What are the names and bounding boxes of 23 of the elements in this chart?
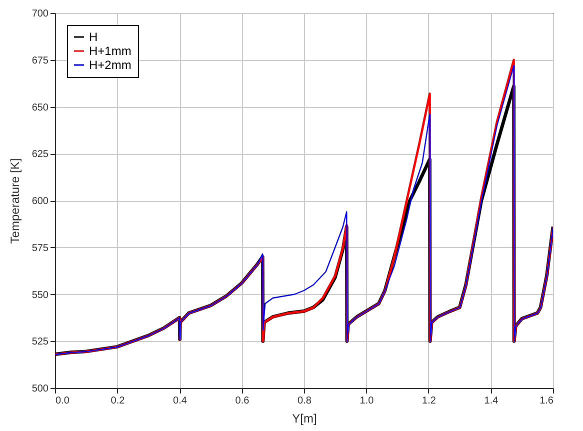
x-tick-label: 0.0 <box>56 396 70 406</box>
x-tick-label: 0.6 <box>235 396 250 406</box>
y-tick-label: 700 <box>32 8 49 20</box>
legend-label: H+2mm <box>89 58 132 72</box>
y-tick-label: 600 <box>32 196 49 207</box>
y-tick-label: 550 <box>32 290 49 301</box>
x-tick-label: 1.0 <box>360 396 374 406</box>
y-tick-label: 675 <box>32 55 49 66</box>
y-tick-label: 575 <box>32 242 49 254</box>
y-tick-label: 650 <box>32 102 49 114</box>
x-axis-title: Y[m] <box>292 412 317 426</box>
x-tick-label: 0.4 <box>173 396 188 406</box>
x-tick-label: 0.2 <box>110 396 126 406</box>
legend-label: H <box>89 30 98 44</box>
y-tick-label: 625 <box>32 149 49 160</box>
x-tick-label: 1.2 <box>422 396 436 406</box>
y-tick-label: 525 <box>32 336 49 348</box>
legend-label: H+1mm <box>89 44 132 58</box>
y-tick-label: 500 <box>32 384 49 394</box>
x-tick-label: 1.6 <box>540 396 554 406</box>
x-tick-label: 0.8 <box>298 396 312 406</box>
y-axis-title: Temperature [K] <box>8 158 22 244</box>
x-tick-label: 1.4 <box>484 396 499 406</box>
